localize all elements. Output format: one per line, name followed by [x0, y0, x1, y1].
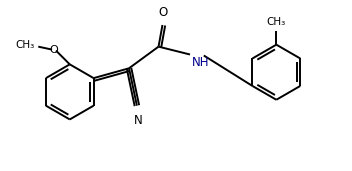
Text: O: O	[50, 45, 58, 55]
Text: O: O	[159, 6, 168, 19]
Text: CH₃: CH₃	[15, 40, 34, 50]
Text: CH₃: CH₃	[267, 17, 286, 27]
Text: NH: NH	[192, 56, 209, 69]
Text: N: N	[133, 114, 142, 127]
